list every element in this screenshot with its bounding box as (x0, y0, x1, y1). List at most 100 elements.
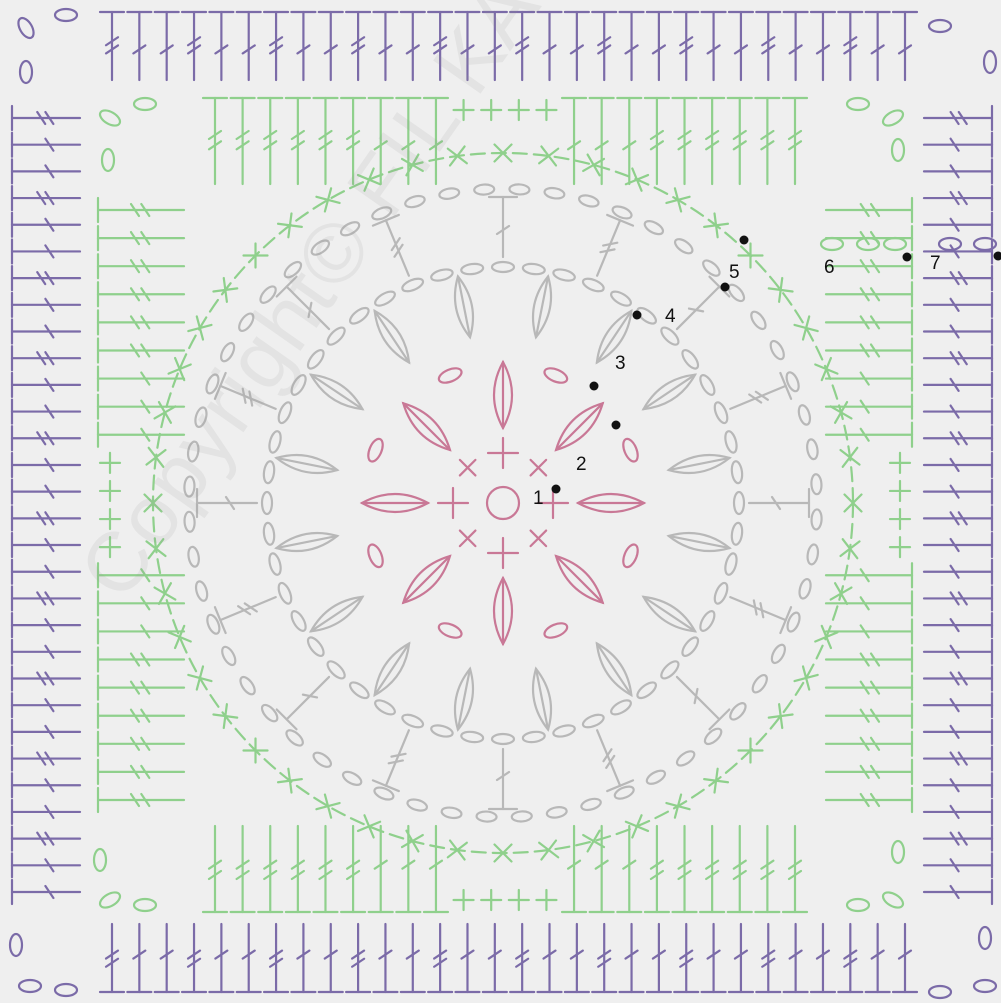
double-crochet-icon (208, 922, 235, 994)
double-crochet-icon (395, 96, 422, 186)
single-crochet-icon (767, 703, 794, 730)
single-crochet-icon (276, 212, 303, 239)
double-crochet-icon (616, 96, 643, 186)
chain-oval-icon (290, 610, 307, 632)
double-crochet-icon (809, 922, 837, 994)
single-crochet-icon (167, 356, 192, 382)
chain-oval-icon (806, 438, 819, 461)
double-crochet-icon (837, 922, 864, 994)
double-crochet-icon (922, 745, 994, 772)
double-crochet-icon (153, 10, 180, 82)
double-crochet-icon (922, 345, 994, 372)
chain-oval-icon (277, 581, 293, 605)
chain-oval-icon (262, 460, 276, 485)
single-crochet-icon (98, 536, 122, 559)
double-crochet-icon (782, 922, 809, 994)
slip-stitch-dot-icon (720, 282, 730, 292)
double-crochet-icon (10, 291, 82, 318)
double-crochet-icon (563, 10, 590, 82)
chain-oval-icon (543, 622, 569, 639)
chain-oval-icon (262, 521, 276, 546)
chain-oval-icon (881, 891, 905, 909)
double-crochet-icon (509, 10, 536, 82)
chain-oval-icon (183, 510, 196, 533)
single-crochet-icon (145, 538, 167, 560)
single-crochet-icon (98, 479, 122, 503)
chain-oval-icon (206, 613, 221, 635)
chain-oval-icon (660, 660, 680, 680)
chain-oval-icon (622, 437, 639, 463)
chain-oval-icon (819, 236, 845, 252)
double-crochet-icon (312, 824, 339, 914)
double-crochet-icon (922, 718, 994, 745)
single-crochet-icon (276, 767, 303, 794)
chain-oval-icon (581, 713, 605, 729)
chain-oval-icon (132, 96, 158, 112)
double-crochet-icon (98, 10, 126, 82)
chain-oval-icon (611, 205, 633, 220)
double-crochet-icon (395, 824, 422, 914)
treble-crochet-icon (729, 596, 793, 635)
single-crochet-icon (153, 582, 177, 606)
leaf-cluster-icon (666, 531, 732, 553)
double-crochet-icon (671, 824, 698, 914)
single-crochet-icon (793, 665, 819, 691)
leaf-cluster-icon (373, 641, 411, 698)
double-crochet-icon (10, 772, 82, 799)
double-crochet-icon (922, 692, 994, 719)
chain-oval-icon (438, 187, 461, 200)
treble-crochet-icon (371, 729, 410, 793)
double-crochet-icon (317, 922, 344, 994)
single-crochet-icon (814, 356, 839, 382)
single-crochet-icon (888, 536, 912, 559)
double-crochet-icon (755, 922, 782, 994)
double-crochet-icon (922, 371, 994, 398)
chain-oval-icon (660, 326, 680, 346)
chain-oval-icon (374, 699, 396, 716)
double-crochet-icon (98, 922, 126, 994)
single-crochet-icon (538, 839, 560, 861)
double-crochet-icon (10, 585, 82, 612)
double-crochet-icon (509, 922, 536, 994)
double-crochet-icon (616, 824, 643, 914)
single-crochet-icon (242, 737, 269, 764)
chain-oval-icon (53, 982, 79, 998)
double-crochet-icon (922, 238, 994, 265)
double-crochet-icon (10, 798, 82, 826)
single-crochet-icon (480, 888, 503, 912)
chain-oval-icon (845, 897, 871, 913)
chain-oval-icon (371, 206, 393, 221)
chain-oval-icon (260, 490, 274, 516)
leaf-cluster-icon (308, 373, 365, 411)
chain-oval-icon (53, 7, 79, 23)
chain-oval-icon (769, 339, 785, 361)
double-crochet-icon (824, 253, 914, 280)
single-crochet-icon (829, 400, 853, 424)
double-crochet-icon (726, 824, 753, 914)
chain-oval-icon (341, 770, 363, 786)
double-crochet-icon (96, 786, 186, 814)
double-crochet-icon (10, 478, 82, 505)
chain-oval-icon (730, 521, 744, 546)
double-crochet-icon (96, 646, 186, 673)
chain-oval-icon (18, 59, 34, 85)
double-crochet-icon (591, 10, 618, 82)
chain-oval-icon (610, 290, 632, 307)
double-crochet-icon (922, 798, 994, 826)
double-crochet-icon (96, 365, 186, 392)
double-crochet-icon (284, 96, 311, 186)
double-crochet-icon (536, 922, 563, 994)
single-crochet-icon (538, 145, 560, 167)
chain-oval-icon (577, 194, 600, 208)
double-crochet-icon (10, 531, 82, 559)
double-crochet-icon (864, 10, 891, 82)
double-crochet-icon (96, 281, 186, 308)
double-crochet-icon (10, 104, 82, 132)
chain-oval-icon (521, 730, 546, 744)
double-crochet-icon (399, 10, 426, 82)
double-crochet-icon (922, 265, 994, 292)
chain-oval-icon (339, 221, 361, 237)
single-crochet-icon (767, 276, 794, 303)
single-crochet-icon (536, 486, 570, 520)
